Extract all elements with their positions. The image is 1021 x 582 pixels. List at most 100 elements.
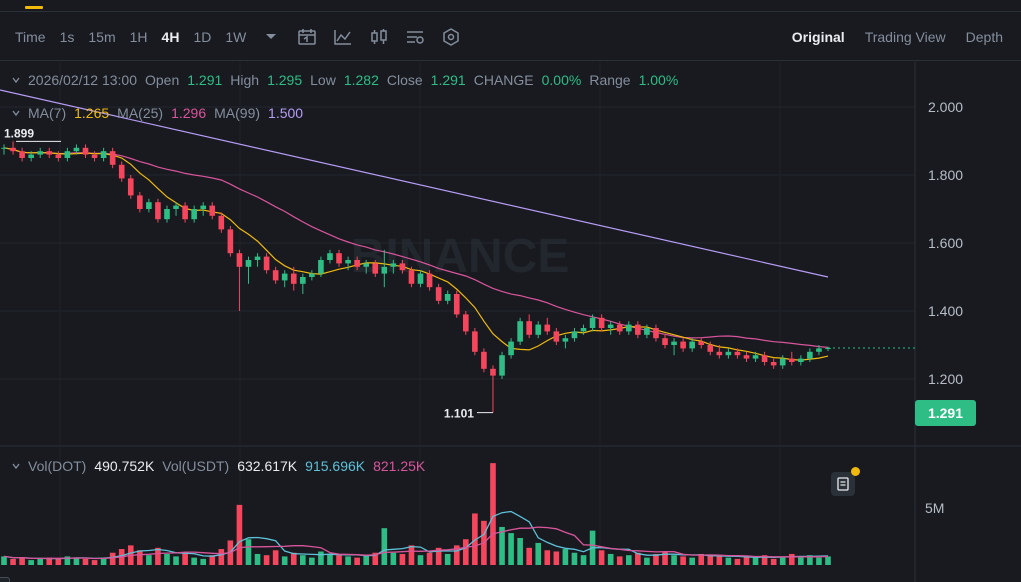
volume-bar: [336, 555, 342, 565]
candle-body: [435, 287, 442, 301]
volume-bar: [553, 551, 560, 565]
candlestick-chart[interactable]: BINANCE 2.000 1.800 1.600 1.400 1.200 5M 1.89…: [0, 62, 1021, 582]
volume-bar: [761, 555, 768, 565]
candle-body: [73, 147, 80, 152]
price-tick-label: 1.200: [928, 371, 963, 387]
candle-body: [64, 151, 71, 158]
timeframe-1d[interactable]: 1D: [193, 28, 212, 45]
candle-body: [426, 273, 433, 288]
side-panel-handle[interactable]: [0, 577, 10, 582]
watermark: BINANCE: [351, 230, 570, 283]
volume-bar: [19, 557, 25, 565]
line-chart-icon[interactable]: [325, 23, 361, 51]
candle-body: [653, 328, 659, 339]
candle-body: [272, 270, 279, 281]
volume-bar: [453, 545, 460, 565]
volume-bar: [55, 558, 62, 565]
candle-body: [807, 351, 813, 359]
ma25-line: [3, 147, 829, 348]
collapse-caret-icon[interactable]: [12, 76, 20, 84]
timeframe-4h[interactable]: 4H: [161, 28, 180, 45]
settings-icon[interactable]: [397, 23, 433, 51]
candle-body: [725, 351, 732, 356]
candle-body: [490, 368, 496, 376]
volume-bar: [825, 556, 831, 565]
change-value: 0.00%: [541, 72, 582, 88]
view-mode-tabs: Original Trading View Depth: [782, 13, 1013, 61]
candle-body: [472, 331, 478, 352]
volume-bar: [807, 555, 813, 565]
time-label: Time: [15, 28, 46, 45]
collapse-caret-icon[interactable]: [12, 109, 20, 117]
volume-bar: [698, 553, 705, 565]
volume-bar: [517, 538, 523, 565]
volume-bar: [680, 556, 686, 565]
volume-bar: [272, 550, 279, 565]
volume-bar: [562, 549, 569, 565]
notes-button[interactable]: [831, 467, 860, 496]
candle-body: [91, 154, 98, 158]
candlestick-icon[interactable]: [361, 23, 397, 51]
candle-body: [635, 324, 641, 335]
volume-bar: [580, 555, 587, 565]
chart-toolbar: Time 1s 15m 1H 4H 1D 1W Original Trading…: [0, 13, 1021, 61]
change-label: CHANGE: [473, 72, 534, 88]
tab-trading-view[interactable]: Trading View: [864, 29, 946, 45]
range-label: Range: [589, 72, 631, 88]
tab-depth[interactable]: Depth: [965, 29, 1003, 45]
open-value: 1.291: [187, 72, 223, 88]
collapse-caret-icon[interactable]: [12, 462, 20, 470]
candle-body: [444, 294, 451, 301]
volume-bar: [788, 553, 795, 565]
candle-body: [761, 355, 768, 362]
timeframe-1s[interactable]: 1s: [59, 28, 75, 45]
dropdown-caret-icon[interactable]: [253, 23, 289, 51]
calendar-icon[interactable]: [289, 23, 325, 51]
candle-body: [589, 317, 596, 328]
notification-dot: [851, 467, 860, 476]
volume-bar: [46, 557, 53, 565]
volume-bar: [209, 555, 216, 565]
candle-body: [453, 294, 460, 315]
candle-body: [607, 324, 614, 328]
volume-bar: [200, 558, 207, 565]
timeframe-15m[interactable]: 15m: [88, 28, 116, 45]
timeframe-1h[interactable]: 1H: [129, 28, 148, 45]
volume-bar: [707, 555, 714, 565]
volume-bar: [173, 556, 179, 565]
close-label: Close: [386, 72, 423, 88]
volume-bar: [73, 557, 80, 565]
volume-bar: [281, 556, 288, 565]
candle-body: [544, 324, 551, 332]
candle-body: [46, 151, 53, 155]
candle-body: [137, 195, 143, 209]
volume-bar: [508, 533, 514, 565]
volume-bar: [535, 542, 542, 565]
tab-original[interactable]: Original: [791, 29, 845, 45]
candle-body: [28, 154, 34, 158]
candle-body: [263, 256, 270, 271]
candle-body: [254, 256, 261, 260]
volume-bar: [499, 526, 505, 565]
candle-body: [598, 317, 605, 328]
price-tick-label: 1.400: [928, 303, 963, 319]
candle-body: [417, 273, 424, 284]
price-tick-label: 2.000: [928, 99, 963, 115]
candle-body: [816, 348, 822, 352]
volume-tick-label: 5M: [925, 500, 944, 516]
price-tick-label: 1.600: [928, 235, 963, 251]
candle-body: [245, 260, 252, 267]
candle-body: [481, 351, 487, 369]
volume-bar: [598, 550, 605, 565]
volume-bar: [544, 550, 551, 565]
volume-bar: [37, 558, 44, 565]
chart-area[interactable]: BINANCE 2.000 1.800 1.600 1.400 1.200 5M 1.89…: [0, 62, 1021, 582]
volume-bar: [689, 557, 695, 565]
volume-bar: [653, 553, 659, 565]
hexagon-icon[interactable]: [433, 23, 469, 51]
timeframe-1w[interactable]: 1W: [225, 28, 247, 45]
open-label: Open: [145, 72, 180, 88]
candle-body: [462, 314, 469, 332]
notes-icon: [837, 477, 849, 491]
ohlc-row: 2026/02/12 13:00 Open 1.291 High 1.295 L…: [12, 72, 686, 88]
